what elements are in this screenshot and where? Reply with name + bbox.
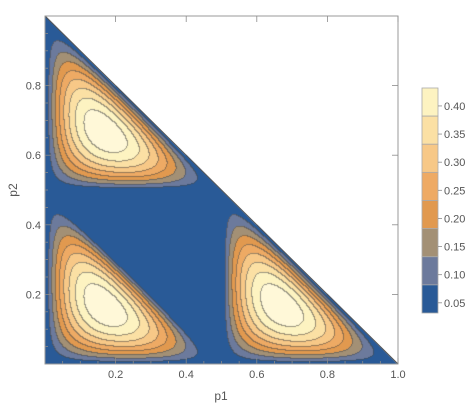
simplex-edge — [44, 15, 399, 365]
x-tick-label: 1.0 — [390, 369, 405, 381]
x-tick-label: 0.6 — [249, 369, 264, 381]
legend-swatch — [421, 284, 439, 314]
plot-area — [44, 15, 399, 365]
legend-label: 0.30 — [444, 157, 465, 169]
legend-label: 0.05 — [444, 298, 465, 310]
legend-label: 0.20 — [444, 213, 465, 225]
y-axis-label: p2 — [6, 183, 20, 197]
legend-label: 0.15 — [444, 242, 465, 254]
y-tick-label: 0.8 — [26, 81, 41, 93]
legend-swatch — [421, 228, 439, 258]
legend-swatch — [421, 200, 439, 230]
axes: 0.2 0.4 0.6 0.8 1.0 0.2 0.4 0.6 0.8 — [26, 15, 406, 381]
legend-label: 0.40 — [444, 101, 465, 113]
legend-label: 0.10 — [444, 270, 465, 282]
legend-label: 0.25 — [444, 185, 465, 197]
legend-swatch — [421, 115, 439, 145]
legend-label: 0.35 — [444, 129, 465, 141]
y-tick-label: 0.4 — [26, 220, 41, 232]
x-axis-label: p1 — [214, 389, 228, 403]
legend-swatch — [421, 171, 439, 201]
y-tick-label: 0.6 — [26, 150, 41, 162]
color-legend: 0.40 0.35 0.30 0.25 0.20 0.15 0.10 0.05 — [421, 87, 465, 314]
y-tick-label: 0.2 — [26, 289, 41, 301]
legend-swatch — [421, 87, 439, 117]
x-tick-label: 0.2 — [108, 369, 123, 381]
x-tick-label: 0.8 — [320, 369, 335, 381]
x-tick-label: 0.4 — [179, 369, 194, 381]
legend-swatch — [421, 143, 439, 173]
legend-swatch — [421, 256, 439, 286]
